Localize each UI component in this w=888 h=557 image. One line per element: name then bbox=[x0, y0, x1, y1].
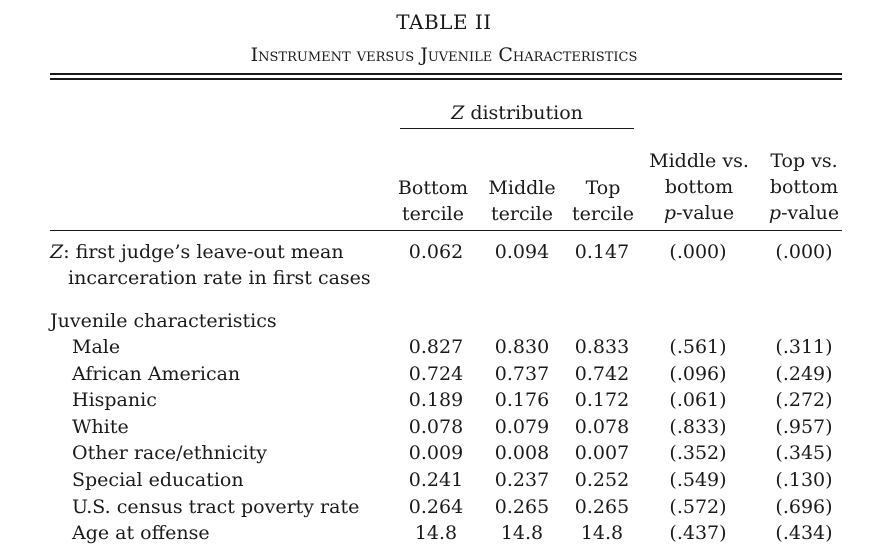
table-cell: 0.078 bbox=[408, 415, 464, 438]
table-cell: 0.007 bbox=[574, 442, 630, 465]
table-cell: (.311) bbox=[775, 336, 833, 358]
table-subtitle: Instrument versus Juvenile Characteristi… bbox=[250, 44, 638, 66]
col-header-line0: Middle vs. bbox=[649, 150, 749, 172]
table-cell: (.272) bbox=[775, 389, 833, 412]
table-cell: 0.830 bbox=[494, 336, 550, 358]
row-label: Age at offense bbox=[72, 522, 210, 545]
table-cell: (.434) bbox=[775, 522, 833, 545]
row-label: U.S. census tract poverty rate bbox=[72, 495, 360, 518]
col-header-line1: bottom bbox=[664, 176, 734, 198]
z-distribution-header: Z distribution bbox=[400, 100, 634, 126]
table-cell: (.130) bbox=[775, 469, 833, 491]
top-rule-2 bbox=[50, 78, 842, 80]
z-row-value: (.000) bbox=[775, 241, 833, 263]
table-cell: 0.265 bbox=[494, 495, 550, 518]
table-cell: 0.237 bbox=[494, 469, 550, 491]
table-title: TABLE II bbox=[396, 10, 492, 34]
z-row-value: (.000) bbox=[669, 241, 727, 263]
col-header-line1: bottom bbox=[769, 176, 839, 198]
col-header-line1: Middle bbox=[488, 177, 556, 199]
table-cell: (.833) bbox=[669, 415, 727, 438]
table-cell: 0.189 bbox=[408, 389, 464, 412]
table-cell: (.561) bbox=[669, 336, 727, 358]
p-symbol: p bbox=[768, 202, 782, 224]
z-symbol: Z bbox=[451, 102, 465, 124]
row-label: Special education bbox=[72, 469, 244, 491]
col-header-top: Top tercile bbox=[566, 175, 640, 227]
table-cell: 14.8 bbox=[414, 522, 458, 545]
z-row-label-line2: incarceration rate in first cases bbox=[68, 267, 371, 289]
table-cell: 0.009 bbox=[408, 442, 464, 465]
top-rule-1 bbox=[50, 73, 842, 75]
col-header-bottom: Bottom tercile bbox=[396, 175, 470, 227]
table-cell: 0.264 bbox=[408, 495, 464, 518]
col-header-line2: tercile bbox=[490, 203, 553, 225]
table-cell: (.549) bbox=[669, 469, 727, 491]
z-symbol: Z bbox=[50, 241, 64, 263]
z-row-value: 0.062 bbox=[408, 241, 464, 263]
z-row-value: 0.094 bbox=[494, 241, 550, 263]
table-cell: 0.827 bbox=[408, 336, 464, 358]
spanner-rule bbox=[400, 128, 634, 130]
p-symbol: p bbox=[663, 202, 677, 224]
col-header-middle-vs-bottom: Middle vs. bottom p-value bbox=[643, 148, 755, 226]
table-cell: 0.742 bbox=[574, 362, 630, 385]
row-label: White bbox=[72, 415, 129, 438]
table-cell: (.957) bbox=[775, 415, 833, 438]
col-header-middle: Middle tercile bbox=[483, 175, 561, 227]
table-cell: 0.265 bbox=[574, 495, 630, 518]
table-cell: 0.008 bbox=[494, 442, 550, 465]
table-cell: 0.241 bbox=[408, 469, 464, 491]
z-row-value: 0.147 bbox=[574, 241, 630, 263]
table-cell: 0.172 bbox=[574, 389, 630, 412]
row-label: Other race/ethnicity bbox=[72, 442, 268, 465]
col-header-line1: Top bbox=[585, 177, 621, 199]
table-cell: (.352) bbox=[669, 442, 727, 465]
header-rule bbox=[50, 230, 842, 232]
z-label-text: : first judge’s leave-out mean bbox=[63, 241, 344, 263]
table-cell: 0.079 bbox=[494, 415, 550, 438]
z-row-label: Z: first judge’s leave-out mean bbox=[50, 239, 344, 265]
col-header-line0: Top vs. bbox=[770, 150, 838, 172]
table-cell: 0.833 bbox=[574, 336, 630, 358]
row-label: Hispanic bbox=[72, 389, 157, 412]
table-cell: (.572) bbox=[669, 495, 727, 518]
table-cell: (.061) bbox=[669, 389, 727, 412]
table-cell: 0.176 bbox=[494, 389, 550, 412]
table-cell: 0.724 bbox=[408, 362, 464, 385]
table-cell: (.345) bbox=[775, 442, 833, 465]
table-cell: (.096) bbox=[669, 362, 727, 385]
table-cell: (.249) bbox=[775, 362, 833, 385]
table-cell: 14.8 bbox=[500, 522, 544, 545]
table-cell: 0.078 bbox=[574, 415, 630, 438]
col-header-line2: tercile bbox=[571, 203, 634, 225]
row-label: Male bbox=[72, 336, 121, 358]
section-label: Juvenile characteristics bbox=[50, 310, 277, 332]
p-value-text: -value bbox=[676, 202, 735, 224]
spanner-text: distribution bbox=[464, 102, 583, 124]
row-label: African American bbox=[72, 362, 241, 385]
p-value-text: -value bbox=[781, 202, 840, 224]
table-cell: 0.252 bbox=[574, 469, 630, 491]
table-cell: 0.737 bbox=[494, 362, 550, 385]
col-header-line2: p-value bbox=[760, 200, 848, 226]
col-header-line2: tercile bbox=[401, 203, 464, 225]
col-header-line2: p-value bbox=[643, 200, 755, 226]
table-cell: 14.8 bbox=[580, 522, 624, 545]
table-cell: (.437) bbox=[669, 522, 727, 545]
table-cell: (.696) bbox=[775, 495, 833, 518]
col-header-line1: Bottom bbox=[397, 177, 469, 199]
col-header-top-vs-bottom: Top vs. bottom p-value bbox=[760, 148, 848, 226]
